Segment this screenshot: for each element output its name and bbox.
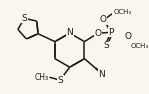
Text: OCH₃: OCH₃ xyxy=(114,9,132,15)
Text: P: P xyxy=(108,28,114,37)
Text: OCH₃: OCH₃ xyxy=(131,43,149,49)
Text: N: N xyxy=(66,28,73,37)
Text: CH₃: CH₃ xyxy=(35,73,49,82)
Text: S: S xyxy=(103,41,109,50)
Text: O: O xyxy=(100,15,107,24)
Text: O: O xyxy=(95,29,102,38)
Text: N: N xyxy=(98,70,105,79)
Text: S: S xyxy=(21,14,27,23)
Text: S: S xyxy=(58,76,63,85)
Text: O: O xyxy=(125,32,132,41)
